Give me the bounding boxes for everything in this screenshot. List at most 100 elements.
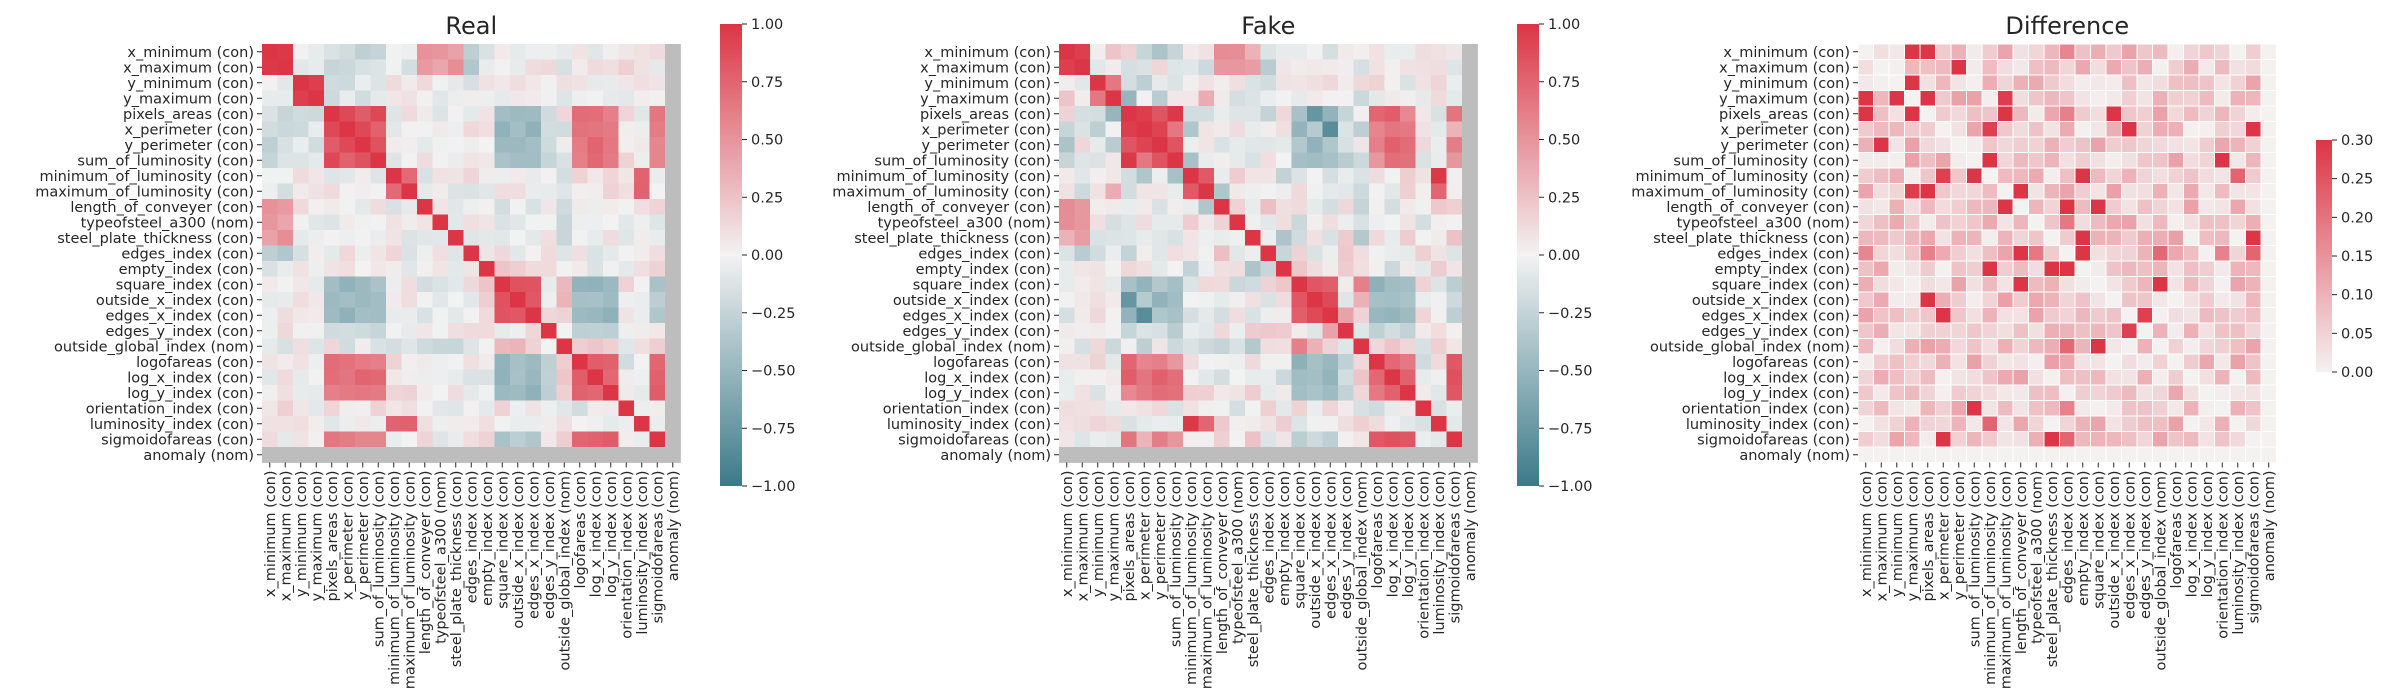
- heatmap-cell: [556, 44, 573, 60]
- heatmap-cell: [1276, 137, 1292, 153]
- heatmap-cell: [1935, 353, 1952, 370]
- heatmap-cell: [339, 447, 356, 463]
- heatmap-cell: [1997, 400, 2014, 417]
- heatmap-cell: [262, 400, 278, 417]
- heatmap-cell: [1904, 74, 1921, 91]
- heatmap-cell: [494, 44, 511, 60]
- heatmap-cell: [1919, 384, 1936, 401]
- heatmap-cell: [1152, 152, 1168, 169]
- heatmap-cell: [494, 90, 511, 107]
- heatmap-cell: [2012, 152, 2029, 169]
- heatmap-cell: [1431, 385, 1447, 401]
- heatmap-cell: [1446, 354, 1463, 370]
- heatmap-cell: [2198, 74, 2215, 91]
- x-tick-label: y_minimum (con): [294, 471, 310, 598]
- x-tick-label: edges_y_index (con): [1339, 471, 1355, 620]
- heatmap-cell: [401, 385, 418, 401]
- heatmap-cell: [1966, 167, 1983, 184]
- heatmap-cell: [1857, 105, 1874, 122]
- heatmap-cell: [1353, 307, 1370, 324]
- heatmap-cell: [1229, 307, 1246, 324]
- heatmap-cell: [277, 400, 294, 417]
- heatmap-cell: [2245, 183, 2262, 200]
- heatmap-cell: [417, 431, 433, 448]
- x-tick-label: length_of_conveyer (con): [418, 471, 434, 655]
- heatmap-cell: [525, 230, 542, 246]
- heatmap-cell: [1981, 369, 1998, 386]
- heatmap-cell: [370, 416, 387, 432]
- y-tick-label: minimum_of_luminosity (con): [1635, 169, 1850, 185]
- heatmap-cell: [1857, 415, 1874, 432]
- heatmap-cell: [1059, 276, 1075, 293]
- heatmap-cell: [2167, 59, 2184, 76]
- heatmap-cell: [1198, 276, 1215, 293]
- heatmap-cell: [2121, 338, 2138, 355]
- heatmap-cell: [293, 168, 309, 184]
- heatmap-cell: [1369, 307, 1385, 324]
- x-tick-label: minimum_of_luminosity (con): [1184, 471, 1200, 686]
- heatmap-cell: [587, 400, 604, 417]
- heatmap-cell: [1935, 338, 1952, 355]
- heatmap-cell: [649, 338, 666, 355]
- heatmap-cell: [2105, 291, 2122, 308]
- heatmap-cell: [370, 369, 387, 386]
- heatmap-cell: [2043, 198, 2060, 215]
- heatmap-cell: [1919, 415, 1936, 432]
- x-tick-label: outside_x_index (con): [511, 471, 527, 629]
- heatmap-cell: [494, 75, 511, 91]
- colorbar-tick-label: 0.00: [751, 248, 783, 264]
- y-tick-label: orientation_index (con): [883, 401, 1051, 417]
- heatmap-cell: [1384, 431, 1401, 448]
- heatmap-cell: [2198, 121, 2215, 138]
- heatmap-cell: [2167, 90, 2184, 107]
- heatmap-cell: [1431, 292, 1447, 308]
- heatmap-cell: [308, 385, 325, 401]
- heatmap-cell: [649, 59, 666, 76]
- heatmap-cell: [1074, 59, 1091, 76]
- heatmap-cell: [1997, 214, 2014, 231]
- heatmap-cell: [1353, 75, 1370, 91]
- heatmap-cell: [587, 75, 604, 91]
- heatmap-cell: [463, 307, 480, 324]
- heatmap-cell: [417, 137, 433, 153]
- heatmap-cell: [1245, 323, 1261, 339]
- y-tick-label: x_perimeter (con): [921, 122, 1051, 138]
- heatmap-cell: [1857, 307, 1874, 324]
- heatmap-cell: [2136, 59, 2153, 76]
- heatmap-cell: [448, 199, 464, 215]
- heatmap-cell: [355, 183, 371, 200]
- heatmap-cell: [1384, 416, 1401, 432]
- heatmap-cell: [293, 292, 309, 308]
- heatmap-cell: [1873, 229, 1890, 246]
- y-tick-label: sigmoidofareas (con): [1697, 432, 1850, 448]
- heatmap-cell: [1873, 152, 1890, 169]
- y-tick-label: luminosity_index (con): [887, 417, 1051, 433]
- heatmap-cell: [1322, 199, 1339, 215]
- heatmap-cell: [432, 245, 449, 262]
- colorbar-tick-label: 0.00: [1548, 248, 1580, 264]
- heatmap-cell: [1183, 431, 1199, 448]
- heatmap-cell: [386, 400, 402, 417]
- heatmap-cell: [649, 183, 666, 200]
- heatmap-cell: [1136, 90, 1153, 107]
- heatmap-cell: [417, 292, 433, 308]
- heatmap-cell: [1446, 59, 1463, 76]
- heatmap-cell: [1121, 121, 1137, 138]
- heatmap-cell: [432, 416, 449, 432]
- heatmap-cell: [2090, 90, 2107, 107]
- heatmap-cell: [1431, 106, 1447, 122]
- heatmap-cell: [1415, 338, 1432, 355]
- heatmap-cell: [1873, 183, 1890, 200]
- heatmap-cell: [1105, 59, 1122, 76]
- heatmap-cell: [1074, 245, 1091, 262]
- heatmap-cell: [2059, 431, 2076, 448]
- heatmap-cell: [277, 168, 294, 184]
- heatmap-cell: [2059, 121, 2076, 138]
- heatmap-cell: [1919, 198, 1936, 215]
- heatmap-cell: [339, 369, 356, 386]
- heatmap-cell: [2121, 384, 2138, 401]
- heatmap-cell: [1369, 59, 1385, 76]
- heatmap-cell: [494, 416, 511, 432]
- heatmap-cell: [665, 276, 681, 293]
